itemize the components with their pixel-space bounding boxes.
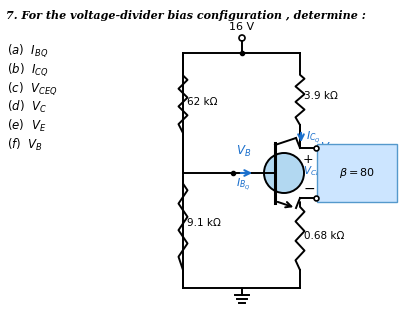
Text: $(\mathit{d})\ \ V_C$: $(\mathit{d})\ \ V_C$ (7, 99, 47, 115)
Text: 9.1 kΩ: 9.1 kΩ (187, 218, 220, 228)
Text: 3.9 kΩ: 3.9 kΩ (303, 91, 337, 101)
Text: $(\mathit{c})\ \ V_{CEQ}$: $(\mathit{c})\ \ V_{CEQ}$ (7, 80, 57, 97)
Text: $I_{B_Q}$: $I_{B_Q}$ (235, 176, 250, 192)
Text: $V_B$: $V_B$ (235, 144, 251, 159)
Text: 62 kΩ: 62 kΩ (187, 97, 217, 107)
Text: 0.68 kΩ: 0.68 kΩ (303, 231, 343, 241)
Text: $(\mathit{f})\ \ V_B$: $(\mathit{f})\ \ V_B$ (7, 137, 43, 153)
Text: $V_E$: $V_E$ (319, 190, 335, 206)
Text: $(\mathit{e})\ \ V_E$: $(\mathit{e})\ \ V_E$ (7, 118, 46, 134)
Text: $\beta = 80$: $\beta = 80$ (338, 166, 374, 180)
Text: $(\mathit{a})\ \ I_{BQ}$: $(\mathit{a})\ \ I_{BQ}$ (7, 42, 48, 59)
Text: 7. For the voltage-divider bias configuration , determine :: 7. For the voltage-divider bias configur… (6, 10, 365, 21)
Text: 16 V: 16 V (229, 22, 254, 32)
Text: +: + (302, 153, 313, 166)
Text: $(\mathit{b})\ \ I_{CQ}$: $(\mathit{b})\ \ I_{CQ}$ (7, 61, 49, 78)
Text: $V_{CE_Q}$: $V_{CE_Q}$ (302, 164, 325, 180)
Circle shape (263, 153, 303, 193)
Text: $I_{C_Q}$: $I_{C_Q}$ (305, 130, 320, 145)
Text: $V_C$: $V_C$ (319, 141, 335, 156)
Text: $-$: $-$ (302, 181, 314, 195)
